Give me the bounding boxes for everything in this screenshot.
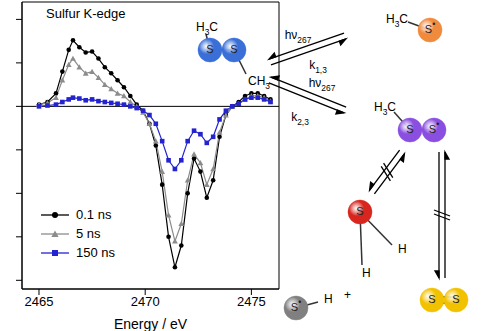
- svg-text:k2,3: k2,3: [291, 110, 309, 127]
- html-text:0.1 ns: 0.1 ns: [76, 207, 112, 222]
- html-text:150 ns: 150 ns: [76, 245, 115, 260]
- svg-text:H3C: H3C: [386, 12, 408, 29]
- svg-text:S: S: [206, 43, 213, 55]
- svg-text:2475: 2475: [237, 294, 266, 309]
- svg-text:S: S: [452, 293, 459, 305]
- svg-text:H3C: H3C: [196, 20, 218, 37]
- svg-text:2465: 2465: [25, 294, 54, 309]
- svg-text:S•: S•: [429, 119, 439, 135]
- html-text:5 ns: 5 ns: [76, 226, 101, 241]
- svg-text:2470: 2470: [131, 294, 160, 309]
- svg-text:H: H: [398, 242, 407, 256]
- svg-text:hν267: hν267: [309, 76, 336, 93]
- svg-text:S: S: [356, 205, 363, 217]
- svg-text:H: H: [362, 266, 371, 280]
- svg-text:+: +: [344, 288, 351, 302]
- html-text:Sulfur K-edge: Sulfur K-edge: [46, 6, 126, 21]
- svg-text:k1,3: k1,3: [309, 58, 327, 75]
- svg-text:H: H: [324, 292, 333, 306]
- svg-text:S•: S•: [291, 297, 301, 313]
- svg-text:hν267: hν267: [285, 28, 312, 45]
- svg-text:S: S: [428, 293, 435, 305]
- svg-text:S: S: [230, 43, 237, 55]
- svg-text:S: S: [406, 123, 413, 135]
- svg-text:Energy / eV: Energy / eV: [114, 316, 188, 331]
- svg-text:H3C: H3C: [374, 100, 396, 117]
- svg-text:S•: S•: [425, 19, 435, 35]
- svg-text:CH3: CH3: [248, 74, 270, 91]
